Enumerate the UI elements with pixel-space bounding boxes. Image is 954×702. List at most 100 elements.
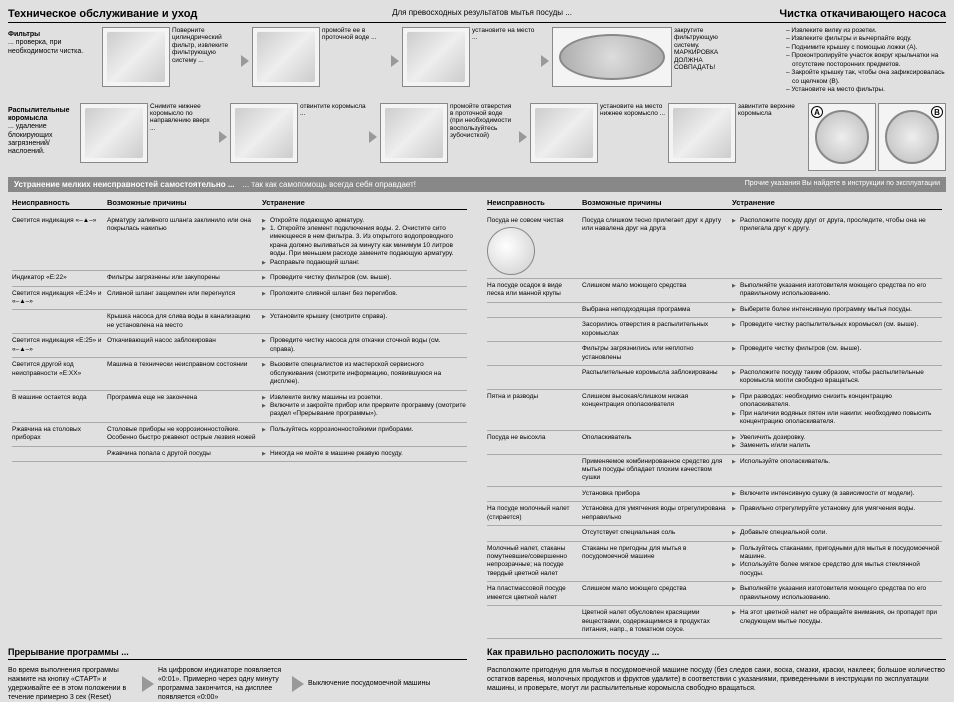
trouble-col-right: Неисправность Возможные причины Устранен… [487,198,942,639]
arrow-icon [391,55,399,67]
cell-cause: Установка прибора [582,490,732,498]
arm-step-text: промойте отверстия в проточной воде (при… [450,103,516,140]
fix-bullet: Используйте ополаскиватель. [732,458,942,466]
cell-cause: Арматуру заливного шланга заклинило или … [107,217,262,268]
cell-fix: Выберите более интенсивную программу мыт… [732,306,942,314]
cell-cause: Слишком мало моющего средства [582,282,732,299]
cell-fix: Включите интенсивную сушку (в зависимост… [732,490,942,498]
header-subtitle: Для превосходных результатов мытья посуд… [238,8,726,20]
troubleshoot-bar: Устранение мелких неисправностей самосто… [8,177,946,192]
fix-bullet: Заменить и/или налить [732,442,942,450]
arrow-icon [142,676,154,692]
cell-fault: Индикатор «E:22» [12,274,107,282]
cell-fault: Пятна и разводы [487,393,582,427]
fix-bullet: Вызовите специалистов из мастерской серв… [262,361,467,386]
table-row: Фильтры загрязнились или неплотно устано… [487,342,942,366]
cell-cause: Фильтры загрязнены или закупорены [107,274,262,282]
arm-step-img [530,103,598,163]
dish-photo [487,227,535,275]
pump-img-b: B [878,103,946,171]
pump-note: – Закройте крышку так, чтобы она зафикси… [786,69,946,86]
cell-cause: Распылительные коромысла заблокированы [582,369,732,386]
fix-bullet: Никогда не мойте в машине ржавую посуду. [262,450,467,458]
fix-bullet: Откройте подающую арматуру. [262,217,467,225]
cell-cause: Программа еще не закончена [107,394,262,419]
cell-fault [487,458,582,483]
trouble-col-left: Неисправность Возможные причины Устранен… [12,198,467,639]
cell-fault: Посуда не совсем чистая [487,217,582,275]
table-row: В машине остается водаПрограмма еще не з… [12,391,467,423]
bar-right: Прочие указания Вы найдете в инструкции … [745,180,940,189]
cell-fault [487,490,582,498]
fix-bullet: Включите и закройте прибор или прервите … [262,402,467,419]
filters-label: Фильтры ... проверка, при необходимости … [8,27,98,95]
filter-step-img [252,27,320,87]
fix-bullet: 1. Откройте элемент подключения воды. 2.… [262,225,467,259]
fix-bullet: Выполняйте указания изготовителя моющего… [732,585,942,602]
table-row: Крышка насоса для слива воды в канализац… [12,310,467,334]
cell-cause: Отсутствует специальная соль [582,529,732,537]
table-row: Ржавчина попала с другой посудыНикогда н… [12,447,467,462]
pump-img-a: A [808,103,876,171]
table-row: Светится индикация «E:24» и «–▲–»Сливной… [12,287,467,311]
flow-step: Во время выполнения программы нажмите на… [8,666,138,702]
cell-fault [12,313,107,330]
table-row: Пятна и разводыСлишком высокая/слишком н… [487,390,942,431]
cell-cause: Выбрана неподходящая программа [582,306,732,314]
cell-cause: Столовые приборы не коррозионностойкие. … [107,426,262,443]
pump-notes: – Извлеките вилку из розетки. – Извлекит… [786,27,946,95]
filters-steps: Поверните цилиндрический фильтр, извлеки… [102,27,782,95]
arms-steps: Снимите нижнее коромысло по направлению … [80,103,804,171]
table-row: На посуде осадок в виде песка или манной… [487,279,942,303]
filters-label-bold: Фильтры [8,31,40,38]
badge-a: A [811,106,823,118]
cell-fix: Выполняйте указания изготовителя моющего… [732,585,942,602]
badge-b: B [931,106,943,118]
cell-fault [487,369,582,386]
cell-cause: Засорились отверстия в распылительных ко… [582,321,732,338]
arms-label-text: ... удаление блокирующих загрязнений/ на… [8,123,52,155]
arm-step-text: установите на место нижнее коромысло ... [600,103,666,118]
filter-step-img [102,27,170,87]
cell-fault: В машине остается вода [12,394,107,419]
arm-step-img [230,103,298,163]
fix-bullet: При наличии водяных пятен или накипи: не… [732,410,942,427]
arrow-icon [519,131,527,143]
cell-fix: Установите крышку (смотрите справа). [262,313,467,330]
cell-fix: Проведите чистку фильтров (см. выше). [732,345,942,362]
arrow-icon [369,131,377,143]
arm-step-text: завинтите верхние коромысла [738,103,804,118]
cell-fault: Молочный налет, стаканы помутневшие/сове… [487,545,582,579]
fix-bullet: Выполняйте указания изготовителя моющего… [732,282,942,299]
table-row: Посуда не высохлаОполаскивательУвеличить… [487,431,942,455]
interrupt-section: Прерывание программы ... Во время выполн… [8,647,467,702]
arm-step-img [380,103,448,163]
fix-bullet: При разводах: необходимо снизить концент… [732,393,942,410]
cell-fix: Вызовите специалистов из мастерской серв… [262,361,467,386]
arm-step-img [80,103,148,163]
th-fault: Неисправность [487,198,582,207]
fix-bullet: Расположите посуду таким образом, чтобы … [732,369,942,386]
cell-fault: На посуде молочный налет (стирается) [487,505,582,522]
fix-bullet: На этот цветной налет не обращайте внима… [732,609,942,626]
table-row: Светится индикация «–▲–»Арматуру заливно… [12,214,467,272]
cell-cause: Применяемое комбинированное средство для… [582,458,732,483]
filter-step-text: Поверните цилиндрический фильтр, извлеки… [172,27,238,64]
cell-fix: Откройте подающую арматуру.1. Откройте э… [262,217,467,268]
header-pump: Чистка откачивающего насоса [726,8,946,20]
cell-fix: При разводах: необходимо снизить концент… [732,393,942,427]
filter-step-text: установите на место ... [472,27,538,42]
table-row: Посуда не совсем чистаяПосуда слишком те… [487,214,942,279]
arms-label: Распылительные коромысла ... удаление бл… [8,103,76,171]
cell-cause: Слишком высокая/слишком низкая концентра… [582,393,732,427]
cell-fix: Увеличить дозировку.Заменить и/или налит… [732,434,942,451]
filters-section: Фильтры ... проверка, при необходимости … [8,27,946,95]
fix-bullet: Расправьте подающий шланг. [262,259,467,267]
cell-fix: Расположите посуду друг от друга, просле… [732,217,942,275]
fix-bullet: Извлеките вилку машины из розетки. [262,394,467,402]
cell-fix: Используйте ополаскиватель. [732,458,942,483]
cell-cause: Машина в технически неисправном состояни… [107,361,262,386]
cell-fault: На посуде осадок в виде песка или манной… [487,282,582,299]
cell-fix: Выполняйте указания изготовителя моющего… [732,282,942,299]
table-row: Индикатор «E:22»Фильтры загрязнены или з… [12,271,467,286]
